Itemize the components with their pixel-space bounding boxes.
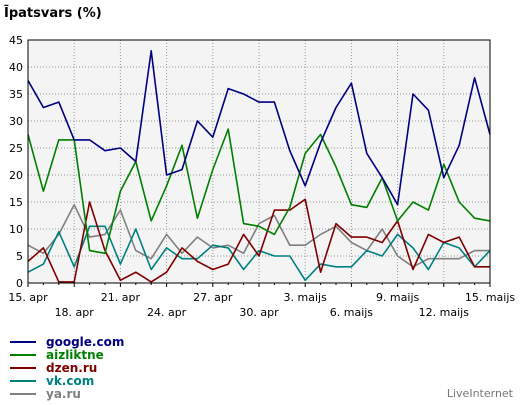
x-tick-label: 24. apr <box>147 306 187 319</box>
x-tick-label: 12. maijs <box>419 306 470 319</box>
y-tick-label: 35 <box>9 88 23 101</box>
x-tick-label: 27. apr <box>193 291 233 304</box>
y-axis-ticks: 0 5 10 15 20 25 30 35 40 45 <box>9 34 23 290</box>
x-tick-label: 6. maijs <box>330 306 374 319</box>
y-tick-label: 30 <box>9 115 23 128</box>
y-tick-label: 25 <box>9 142 23 155</box>
legend-label: vk.com <box>46 374 94 388</box>
legend-label: google.com <box>46 335 124 349</box>
liveinternet-brand: LiveInternet <box>447 387 514 400</box>
x-tick-label: 18. apr <box>55 306 95 319</box>
x-tick-label: 15. maijs <box>465 291 516 304</box>
series-line-ya-ru <box>27 203 490 268</box>
y-tick-label: 0 <box>16 277 23 290</box>
y-tick-label: 20 <box>9 169 23 182</box>
y-tick-label: 5 <box>16 250 23 263</box>
legend-label: dzen.ru <box>46 361 97 375</box>
x-axis-ticks: 15. apr 21. apr 27. apr 3. maijs 9. maijs 15.… <box>8 283 515 319</box>
legend-label: ya.ru <box>46 387 81 401</box>
x-tick-label: 21. apr <box>101 291 141 304</box>
y-tick-label: 10 <box>9 223 23 236</box>
chart-title: Īpatsvars (%) <box>4 6 102 21</box>
series-line-aizliktne <box>27 128 491 255</box>
y-tick-label: 40 <box>9 61 23 74</box>
y-tick-label: 45 <box>9 34 23 47</box>
series-line-google-com <box>27 49 491 206</box>
legend-label: aizliktne <box>46 348 104 362</box>
y-tick-label: 15 <box>9 196 23 209</box>
x-tick-label: 15. apr <box>8 291 48 304</box>
series-lines <box>27 49 491 283</box>
series-line-vk-com <box>27 225 491 282</box>
plot-area <box>27 39 491 284</box>
x-tick-label: 30. apr <box>239 306 279 319</box>
plot-border <box>27 39 491 284</box>
x-tick-label: 3. maijs <box>284 291 328 304</box>
x-tick-label: 9. maijs <box>376 291 420 304</box>
